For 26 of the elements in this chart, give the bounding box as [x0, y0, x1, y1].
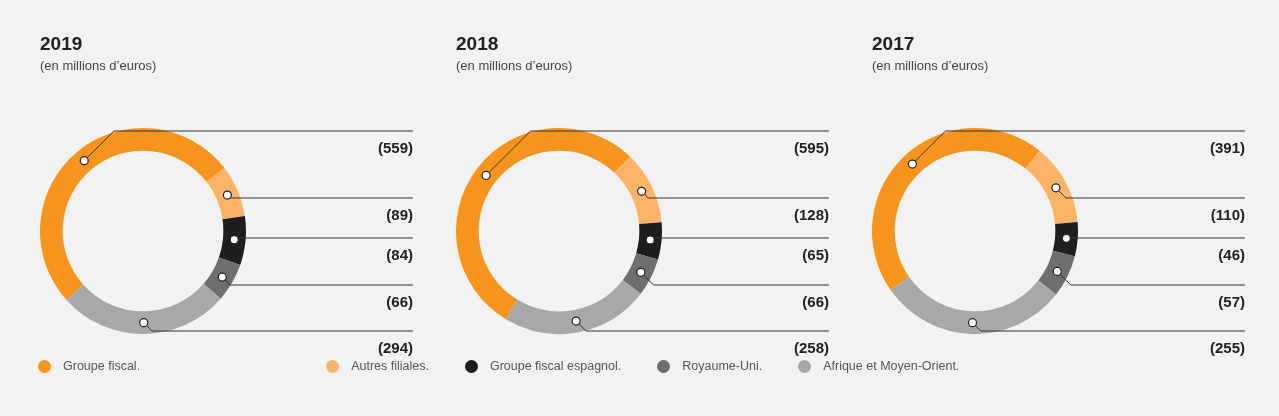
data-label: (65) [802, 246, 829, 264]
data-label: (110) [1210, 206, 1245, 224]
data-label: (46) [1218, 246, 1245, 264]
data-label: (255) [1209, 339, 1245, 357]
chart-title: 2017 [872, 33, 915, 55]
data-label: (66) [802, 293, 829, 311]
data-label: (559) [377, 139, 413, 157]
chart-subtitle: (en millions d’euros) [456, 58, 573, 73]
legend-label: Autres filiales. [350, 359, 429, 373]
chart-title: 2019 [40, 33, 83, 55]
legend-label: Groupe fiscal. [62, 359, 141, 373]
data-label: (595) [793, 139, 829, 157]
chart-title: 2018 [456, 33, 499, 55]
data-label: (128) [793, 206, 829, 224]
legend-label: Afrique et Moyen-Orient. [822, 359, 960, 373]
data-label: (258) [793, 339, 829, 357]
data-label: (84) [386, 246, 413, 264]
legend-label: Groupe fiscal espagnol. [488, 359, 622, 373]
data-label: (294) [377, 339, 413, 357]
chart-subtitle: (en millions d’euros) [872, 58, 989, 73]
data-label: (89) [386, 206, 413, 224]
chart-subtitle: (en millions d’euros) [40, 58, 157, 73]
data-label: (391) [1209, 139, 1245, 157]
legend-label: Royaume-Uni. [681, 359, 763, 373]
data-label: (57) [1218, 293, 1245, 311]
data-label: (66) [386, 293, 413, 311]
